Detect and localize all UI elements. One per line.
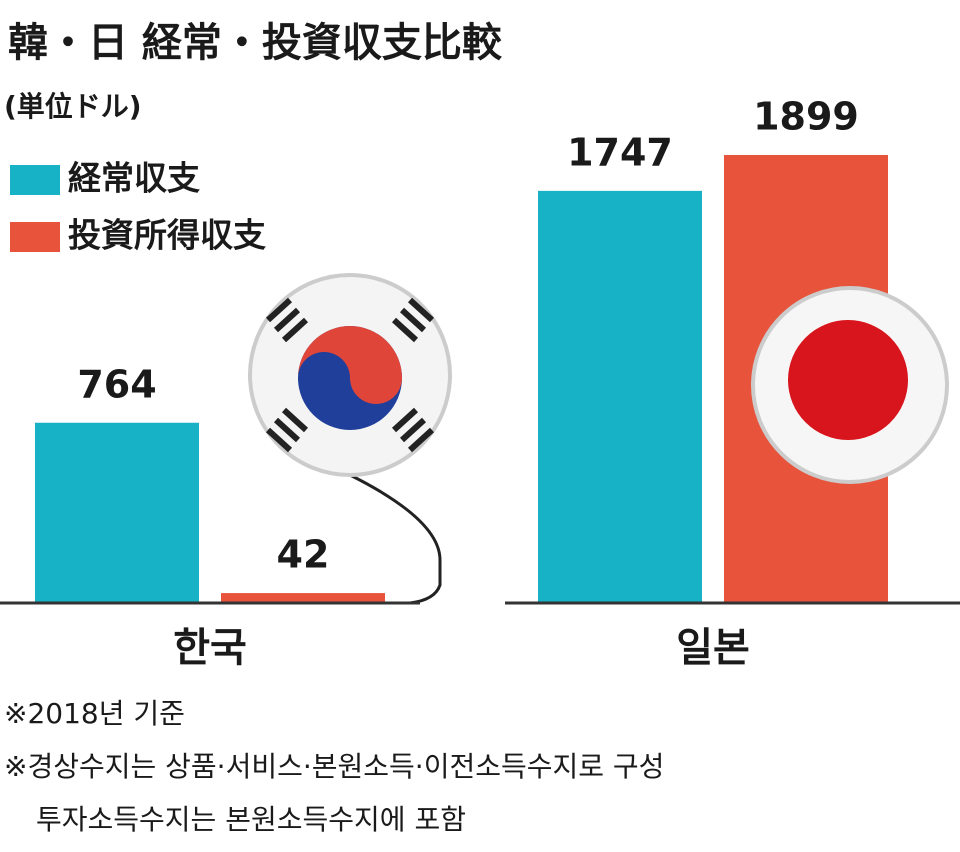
legend-swatch xyxy=(10,165,60,195)
legend-swatch xyxy=(10,222,60,252)
value-label: 42 xyxy=(277,533,330,577)
category-label: 한국 xyxy=(173,625,247,671)
bar xyxy=(538,190,702,603)
value-label: 1899 xyxy=(753,95,859,139)
footnote: ※2018년 기준 xyxy=(4,697,185,730)
bar xyxy=(221,593,385,603)
chart-title: 韓・日 経常・投資収支比較 xyxy=(8,20,503,66)
value-label: 764 xyxy=(77,362,156,406)
footnote: ※경상수지는 상품·서비스·본원소득·이전소득수지로 구성 xyxy=(4,750,664,783)
category-label: 일본 xyxy=(676,625,750,671)
legend-label: 投資所得収支 xyxy=(68,216,266,255)
chart-subtitle: (単位ドル) xyxy=(4,90,142,123)
value-label: 1747 xyxy=(567,130,673,174)
korea-flag xyxy=(248,273,452,605)
footnote: 투자소득수지는 본원소득수지에 포함 xyxy=(36,803,466,836)
japan-flag xyxy=(751,286,949,484)
legend-label: 経常収支 xyxy=(68,159,200,198)
bar xyxy=(35,422,199,603)
